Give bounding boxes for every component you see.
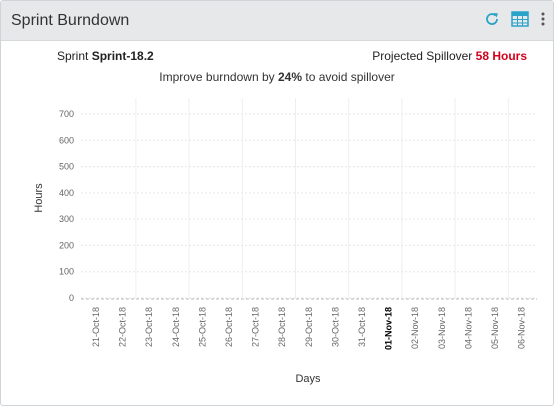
spillover-prefix: Projected Spillover bbox=[372, 49, 473, 63]
x-axis-title: Days bbox=[295, 373, 321, 385]
y-tick-label: 300 bbox=[59, 214, 74, 224]
spillover-label: Projected Spillover 58 Hours bbox=[372, 49, 527, 63]
x-tick-label: 01-Nov-18 bbox=[384, 307, 394, 350]
y-tick-labels: 0 100 200 300 400 500 600 700 bbox=[59, 109, 74, 303]
x-tick-label: 31-Oct-18 bbox=[357, 307, 367, 347]
y-tick-label: 500 bbox=[59, 162, 74, 172]
y-tick-label: 700 bbox=[59, 109, 74, 119]
y-tick-label: 600 bbox=[59, 135, 74, 145]
y-tick-label: 0 bbox=[69, 293, 74, 303]
sprint-name: Sprint-18.2 bbox=[91, 49, 154, 63]
widget-header: Sprint Burndown bbox=[1, 1, 553, 41]
x-tick-label: 28-Oct-18 bbox=[277, 307, 287, 347]
refresh-icon[interactable] bbox=[483, 10, 501, 28]
sprint-prefix: Sprint bbox=[57, 49, 89, 63]
x-tick-label: 29-Oct-18 bbox=[304, 307, 314, 347]
x-tick-label: 22-Oct-18 bbox=[118, 307, 128, 347]
x-tick-label: 24-Oct-18 bbox=[171, 307, 181, 347]
x-tick-label: 03-Nov-18 bbox=[437, 307, 447, 349]
y-tick-label: 100 bbox=[59, 267, 74, 277]
x-tick-label: 26-Oct-18 bbox=[224, 307, 234, 347]
x-tick-label: 21-Oct-18 bbox=[91, 307, 101, 347]
x-tick-label: 23-Oct-18 bbox=[144, 307, 154, 347]
y-axis-title: Hours bbox=[33, 183, 45, 213]
y-tick-label: 400 bbox=[59, 188, 74, 198]
improve-message: Improve burndown by 24% to avoid spillov… bbox=[1, 70, 553, 84]
y-tick-label: 200 bbox=[59, 240, 74, 250]
sprint-label: Sprint Sprint-18.2 bbox=[57, 49, 154, 63]
x-tick-label: 27-Oct-18 bbox=[251, 307, 261, 347]
x-tick-label: 02-Nov-18 bbox=[410, 307, 420, 349]
x-tick-label: 04-Nov-18 bbox=[463, 307, 473, 349]
x-tick-labels: 21-Oct-18 22-Oct-18 23-Oct-18 24-Oct-18 25-O… bbox=[91, 307, 527, 350]
improve-value: 24% bbox=[277, 70, 303, 84]
improve-suffix: to avoid spillover bbox=[305, 70, 395, 84]
x-tick-label: 30-Oct-18 bbox=[330, 307, 340, 347]
table-icon[interactable] bbox=[511, 10, 529, 28]
more-vertical-icon[interactable] bbox=[539, 10, 547, 28]
x-tick-label: 06-Nov-18 bbox=[517, 307, 527, 349]
x-tick-label: 05-Nov-18 bbox=[490, 307, 500, 349]
header-actions bbox=[483, 10, 547, 28]
widget-title: Sprint Burndown bbox=[11, 12, 130, 29]
improve-prefix: Improve burndown by bbox=[159, 70, 275, 84]
spillover-value: 58 Hours bbox=[475, 49, 527, 63]
x-tick-label: 25-Oct-18 bbox=[197, 307, 207, 347]
grid-layer bbox=[81, 98, 537, 300]
